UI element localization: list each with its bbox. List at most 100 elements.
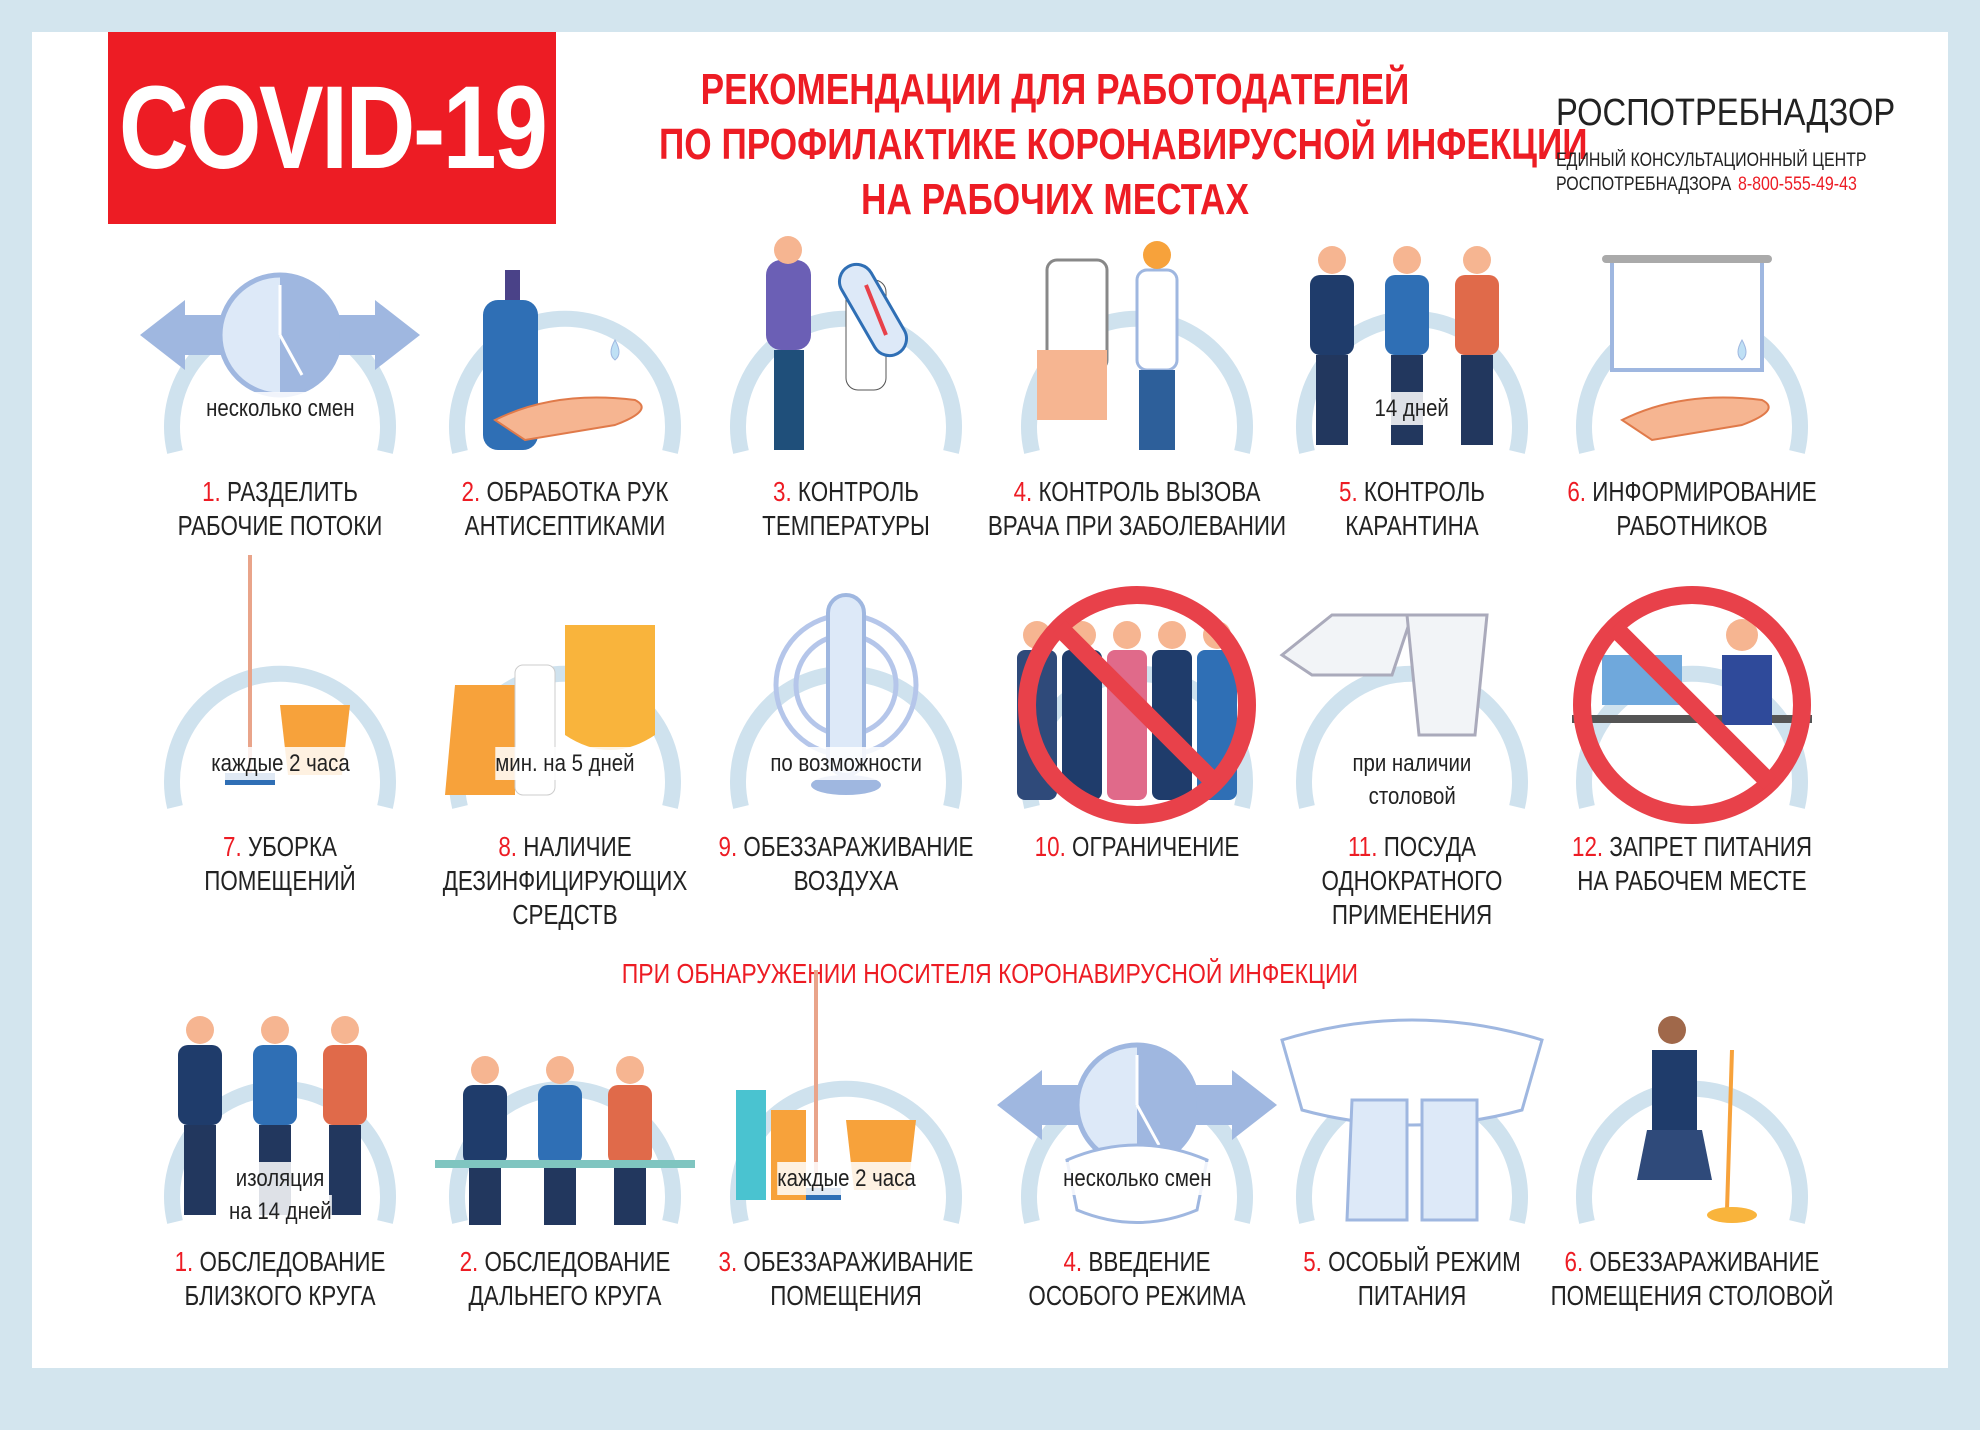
item-number: 11.: [1347, 831, 1378, 862]
page-title: РЕКОМЕНДАЦИИ ДЛЯ РАБОТОДАТЕЛЕЙ ПО ПРОФИЛ…: [560, 62, 1588, 227]
card-caption: каждые 2 часа: [130, 747, 430, 780]
hotline-phone: 8-800-555-49-43: [1737, 174, 1857, 195]
card-label: 6. ОБЕЗЗАРАЖИВАНИЕ ПОМЕЩЕНИЯ СТОЛОВОЙ: [1502, 1245, 1882, 1313]
label-line: УБОРКА: [247, 831, 337, 862]
card-label: 8. НАЛИЧИЕ ДЕЗИНФИЦИРУЮЩИХ СРЕДСТВ: [375, 830, 755, 932]
caption-line: несколько смен: [205, 392, 355, 425]
no-crowd-icon: [1017, 586, 1256, 824]
card-caption: по возможности: [696, 747, 996, 780]
recommendation-card: 10. ОГРАНИЧЕНИЕ: [987, 586, 1287, 1015]
card-caption: каждые 2 часа: [696, 1162, 996, 1195]
illustration: [1017, 586, 1256, 824]
label-line: ПОМЕЩЕНИЙ: [204, 865, 356, 896]
recommendation-card: 5. ОСОБЫЙ РЕЖИМ ПИТАНИЯ: [1262, 1010, 1562, 1430]
recommendation-card: каждые 2 часа 7. УБОРКА ПОМЕЩЕНИЙ: [130, 555, 430, 1015]
caption-line: несколько смен: [1062, 1162, 1212, 1195]
ring-arc: [730, 1080, 962, 1224]
label-line: РАБОЧИЕ ПОТОКИ: [177, 510, 383, 541]
recommendation-card: мин. на 5 дней 8. НАЛИЧИЕ ДЕЗИНФИЦИРУЮЩИХ С…: [415, 595, 715, 1015]
illustration: [435, 1056, 695, 1225]
label-line: КОНТРОЛЬ: [797, 476, 919, 507]
label-line: ВОЗДУХА: [793, 865, 899, 896]
illustration: [1296, 246, 1528, 454]
recommendation-card: при наличии столовой 11. ПОСУДА ОДНОКРАТНОГ…: [1262, 595, 1562, 1015]
label-line: ОБЕЗЗАРАЖИВАНИЕ: [743, 1246, 974, 1277]
label-line: ОСОБЫЙ РЕЖИМ: [1328, 1246, 1521, 1277]
label-line: ОБСЛЕДОВАНИЕ: [199, 1246, 386, 1277]
poster-hand-icon: [1602, 255, 1772, 442]
ring-arc: [164, 665, 396, 809]
illustration: [730, 236, 962, 454]
cleaner-icon: [1637, 1016, 1757, 1223]
card-label: 2. ОБРАБОТКА РУК АНТИСЕПТИКАМИ: [375, 475, 755, 543]
card-label: 2. ОБСЛЕДОВАНИЕ ДАЛЬНЕГО КРУГА: [375, 1245, 755, 1313]
title-line: НА РАБОЧИХ МЕСТАХ: [861, 175, 1249, 224]
illustration: [164, 555, 396, 809]
item-number: 1.: [202, 476, 221, 507]
illustration: [1280, 1018, 1544, 1224]
label-line: КОНТРОЛЬ ВЫЗОВА: [1038, 476, 1261, 507]
recommendation-card: 14 дней 5. КОНТРОЛЬ КАРАНТИНА: [1262, 240, 1562, 660]
item-number: 6.: [1564, 1246, 1584, 1277]
people-icon: [1310, 246, 1499, 445]
item-number: 4.: [1013, 476, 1033, 507]
recommendation-card: 2. ОБСЛЕДОВАНИЕ ДАЛЬНЕГО КРУГА: [415, 1010, 715, 1430]
card-label: 6. ИНФОРМИРОВАНИЕ РАБОТНИКОВ: [1502, 475, 1882, 543]
caption-line: на 14 дней: [228, 1195, 332, 1228]
card-caption: несколько смен: [130, 392, 430, 425]
label-line: ОБЕЗЗАРАЖИВАНИЕ: [743, 831, 974, 862]
item-number: 2.: [461, 476, 481, 507]
recommendation-card: 6. ОБЕЗЗАРАЖИВАНИЕ ПОМЕЩЕНИЯ СТОЛОВОЙ: [1542, 1010, 1842, 1430]
recommendation-card: 6. ИНФОРМИРОВАНИЕ РАБОТНИКОВ: [1542, 240, 1842, 660]
illustration: [449, 270, 681, 454]
item-number: 1.: [174, 1246, 194, 1277]
label-line: РАБОТНИКОВ: [1616, 510, 1768, 541]
org-block: РОСПОТРЕБНАДЗОР ЕДИНЫЙ КОНСУЛЬТАЦИОННЫЙ …: [1556, 92, 1950, 197]
label-line: ОБЕЗЗАРАЖИВАНИЕ: [1589, 1246, 1820, 1277]
label-line: НАЛИЧИЕ: [523, 831, 632, 862]
card-label: 5. КОНТРОЛЬ КАРАНТИНА: [1222, 475, 1602, 543]
illustration: [140, 272, 420, 454]
meeting-icon: [435, 1056, 695, 1225]
label-line: СРЕДСТВ: [512, 899, 618, 930]
recommendation-card: несколько смен 4. ВВЕДЕНИЕ ОСОБОГО РЕЖИМА: [987, 1010, 1287, 1430]
caption-line: мин. на 5 дней: [495, 747, 635, 780]
recommendation-card: каждые 2 часа 3. ОБЕЗЗАРАЖИВАНИЕ ПОМЕЩЕНИЯ: [696, 970, 996, 1430]
label-line: КОНТРОЛЬ: [1363, 476, 1485, 507]
card-caption: несколько смен: [987, 1162, 1287, 1195]
illustration: [1279, 613, 1528, 809]
card-caption: 14 дней: [1262, 392, 1562, 425]
card-label: 1. ОБСЛЕДОВАНИЕ БЛИЗКОГО КРУГА: [90, 1245, 470, 1313]
illustration: [1021, 241, 1253, 454]
item-number: 4.: [1063, 1246, 1083, 1277]
caption-line: каждые 2 часа: [210, 747, 350, 780]
illustration: [1576, 255, 1808, 454]
card-label: 5. ОСОБЫЙ РЕЖИМ ПИТАНИЯ: [1222, 1245, 1602, 1313]
caption-line: столовой: [1368, 780, 1456, 813]
caption-line: изоляция: [235, 1162, 325, 1195]
section-heading: ПРИ ОБНАРУЖЕНИИ НОСИТЕЛЯ КОРОНАВИРУСНОЙ …: [0, 958, 1980, 990]
item-number: 6.: [1567, 476, 1587, 507]
title-line: РЕКОМЕНДАЦИИ ДЛЯ РАБОТОДАТЕЛЕЙ: [700, 65, 1410, 114]
covid-badge-text: COVID-19: [118, 62, 548, 194]
caption-line: по возможности: [770, 747, 922, 780]
illustration: [997, 1042, 1277, 1224]
item-number: 9.: [718, 831, 738, 862]
recommendation-card: несколько смен 1. РАЗДЕЛИТЬ РАБОЧИЕ ПОТОКИ: [130, 240, 430, 660]
card-label: 7. УБОРКА ПОМЕЩЕНИЙ: [90, 830, 470, 898]
no-eating-desk-icon: [1572, 586, 1812, 824]
label-line: ВВЕДЕНИЕ: [1088, 1246, 1211, 1277]
org-subtitle: ЕДИНЫЙ КОНСУЛЬТАЦИОННЫЙ ЦЕНТР РОСПОТРЕБН…: [1556, 149, 1887, 197]
label-line: КАРАНТИНА: [1345, 510, 1479, 541]
caption-line: 14 дней: [1374, 392, 1450, 425]
illustration: [445, 625, 681, 809]
label-line: ОГРАНИЧЕНИЕ: [1072, 831, 1240, 862]
item-number: 12.: [1571, 831, 1604, 862]
illustration: [1572, 586, 1812, 824]
sanitizer-hand-icon: [483, 270, 643, 450]
label-line: АНТИСЕПТИКАМИ: [464, 510, 666, 541]
label-line: ТЕМПЕРАТУРЫ: [762, 510, 930, 541]
label-line: ИНФОРМИРОВАНИЕ: [1592, 476, 1817, 507]
phone-doctor-icon: [1037, 241, 1179, 450]
illustration: [730, 593, 962, 809]
